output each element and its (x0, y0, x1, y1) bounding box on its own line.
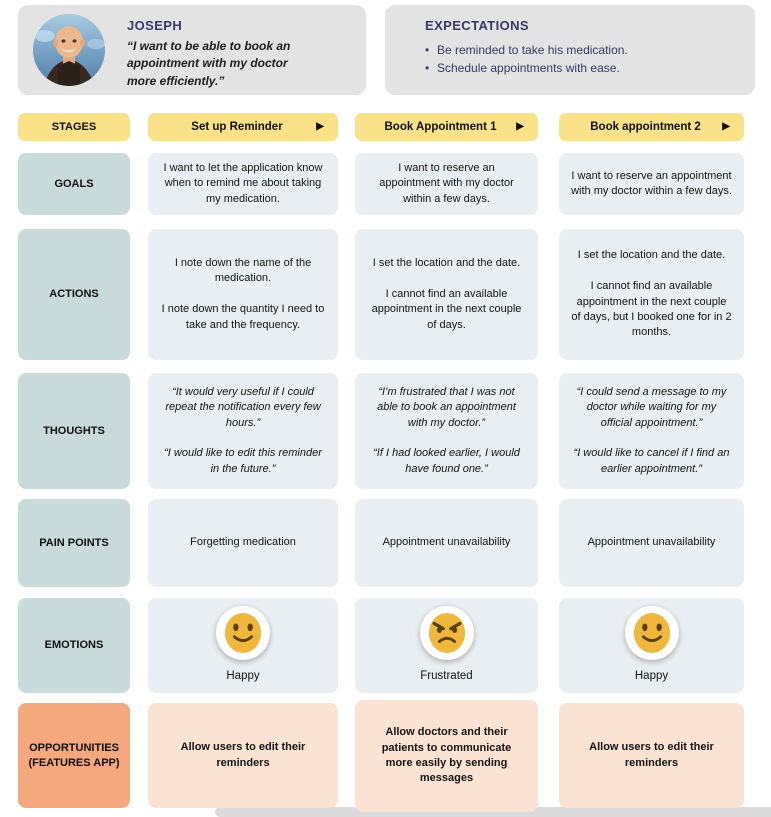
row-label-goals: GOALS (18, 153, 130, 215)
actions-row: ACTIONS I note down the name of the medi… (0, 229, 771, 360)
opportunity-cell-3: Allow users to edit their reminders (559, 703, 744, 808)
actions-cell-3: I set the location and the date. I canno… (559, 229, 744, 360)
emotions-row: EMOTIONS Happy (0, 598, 771, 693)
bottom-edge-bar (215, 807, 771, 817)
cell-text: Allow users to edit their reminders (589, 741, 714, 769)
expectations-list: Be reminded to take his medication. Sche… (425, 41, 737, 77)
stage-book-appointment-2[interactable]: Book appointment 2 ▶ (559, 113, 744, 141)
cell-text: I want to let the application know when … (163, 161, 323, 205)
stage-label: Book Appointment 1 (384, 121, 497, 133)
pain-cell-3: Appointment unavailability (559, 499, 744, 587)
row-label-thoughts: THOUGHTS (18, 373, 130, 489)
emotion-cell-happy-2: Happy (559, 598, 744, 693)
goals-row: GOALS I want to let the application know… (0, 153, 771, 215)
happy-emoji-icon (224, 613, 262, 654)
cell-text: “I could send a message to my doctor whi… (573, 385, 730, 475)
thoughts-cell-1: “It would very useful if I could repeat … (148, 373, 338, 489)
thoughts-cell-3: “I could send a message to my doctor whi… (559, 373, 744, 489)
avatar (33, 14, 105, 86)
emotion-caption: Happy (634, 670, 669, 683)
expectation-item: Schedule appointments with ease. (425, 59, 737, 77)
row-label-emotions: EMOTIONS (18, 598, 130, 693)
cell-text: Forgetting medication (190, 536, 296, 549)
actions-cell-1: I note down the name of the medication. … (148, 229, 338, 360)
cell-text: “It would very useful if I could repeat … (164, 385, 322, 475)
row-label-stages: STAGES (18, 113, 130, 141)
cell-text: Appointment unavailability (382, 536, 511, 549)
row-label-pain-points: PAIN POINTS (18, 499, 130, 587)
cell-text: “I’m frustrated that I was not able to b… (373, 385, 520, 475)
stage-label: Set up Reminder (191, 121, 283, 133)
emotion-caption: Frustrated (420, 670, 473, 683)
play-arrow-icon: ▶ (722, 121, 730, 132)
cell-text: I want to reserve an appointment with my… (379, 161, 514, 205)
cell-text: I want to reserve an appointment with my… (571, 169, 732, 197)
cell-text: I note down the name of the medication. … (161, 257, 325, 331)
header-section: JOSEPH “I want to be able to book an app… (0, 0, 771, 95)
goals-cell-3: I want to reserve an appointment with my… (559, 153, 744, 215)
avatar-photo-icon (33, 14, 105, 86)
expectations-title: EXPECTATIONS (425, 18, 529, 33)
expectation-item: Be reminded to take his medication. (425, 41, 737, 59)
pain-points-row: PAIN POINTS Forgetting medication Appoin… (0, 499, 771, 587)
opportunity-cell-2: Allow doctors and their patients to comm… (355, 700, 538, 812)
stage-book-appointment-1[interactable]: Book Appointment 1 ▶ (355, 113, 538, 141)
cell-text: I set the location and the date. I canno… (371, 257, 522, 331)
goals-cell-1: I want to let the application know when … (148, 153, 338, 215)
cell-text: Allow doctors and their patients to comm… (381, 726, 512, 785)
goals-cell-2: I want to reserve an appointment with my… (355, 153, 538, 215)
persona-quote: “I want to be able to book an appointmen… (127, 39, 291, 88)
emoji-badge (419, 606, 474, 661)
cell-text: Appointment unavailability (587, 536, 716, 549)
angry-emoji-icon (428, 613, 465, 654)
opportunities-row: OPPORTUNITIES (FEATURES APP) Allow users… (0, 700, 771, 812)
emoji-badge (216, 606, 270, 661)
persona-name: JOSEPH (127, 18, 183, 33)
thoughts-cell-2: “I’m frustrated that I was not able to b… (355, 373, 538, 489)
cell-text: I set the location and the date. I canno… (571, 249, 732, 339)
persona-card: JOSEPH “I want to be able to book an app… (18, 5, 366, 95)
thoughts-row: THOUGHTS “It would very useful if I coul… (0, 373, 771, 489)
cell-text: Allow users to edit their reminders (180, 741, 306, 769)
emotion-cell-happy-1: Happy (148, 598, 338, 693)
row-label-opportunities: OPPORTUNITIES (FEATURES APP) (18, 703, 130, 808)
happy-emoji-icon (633, 613, 670, 654)
stage-set-up-reminder[interactable]: Set up Reminder ▶ (148, 113, 338, 141)
opportunity-cell-1: Allow users to edit their reminders (148, 703, 338, 808)
expectations-card: EXPECTATIONS Be reminded to take his med… (385, 5, 755, 95)
play-arrow-icon: ▶ (316, 121, 324, 132)
emoji-badge (624, 606, 679, 661)
row-label-actions: ACTIONS (18, 229, 130, 360)
emotion-cell-frustrated: Frustrated (355, 598, 538, 693)
persona-text-block: JOSEPH “I want to be able to book an app… (127, 13, 317, 90)
pain-cell-2: Appointment unavailability (355, 499, 538, 587)
actions-cell-2: I set the location and the date. I canno… (355, 229, 538, 360)
play-arrow-icon: ▶ (516, 121, 524, 132)
pain-cell-1: Forgetting medication (148, 499, 338, 587)
stage-label: Book appointment 2 (590, 121, 701, 133)
emotion-caption: Happy (226, 670, 260, 683)
stages-row: STAGES Set up Reminder ▶ Book Appointmen… (0, 113, 771, 141)
